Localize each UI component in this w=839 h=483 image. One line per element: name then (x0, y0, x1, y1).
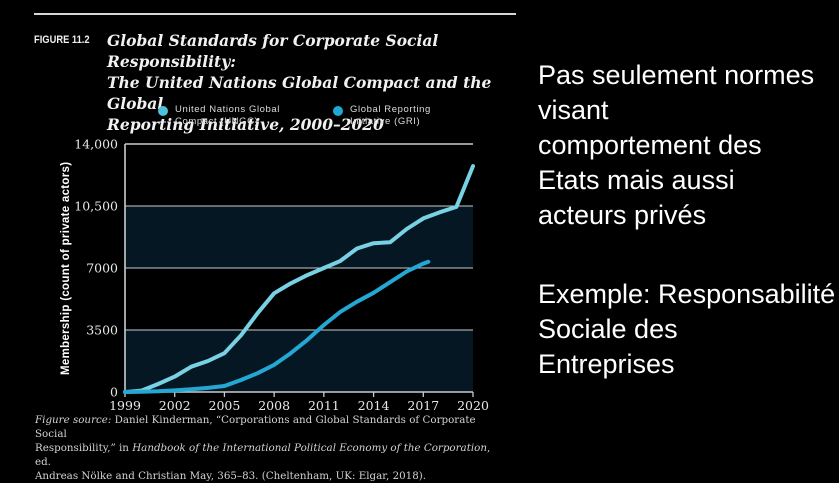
x-tick-label: 2014 (358, 398, 390, 413)
slide: { "figure": { "label": "FIGURE 11.2", "t… (34, 13, 838, 482)
ungc-line (123, 164, 475, 394)
source-line-1: Figure source: Daniel Kinderman, “Corpor… (35, 414, 476, 440)
slide-notes: Pas seulement normes visant comportement… (538, 58, 838, 382)
notes-paragraph-gap (538, 233, 838, 277)
membership-chart: 1999 2002 2005 2008 2011 2014 2017 2020 0 3500 700… (74, 137, 489, 414)
legend-item-ungc: United Nations Global Compact (UNGC) (158, 104, 280, 127)
ungc-legend-label: United Nations Global Compact (UNGC) (175, 104, 281, 127)
y-tick-label: 10,500 (74, 199, 118, 214)
gri-legend-dot-icon (333, 106, 343, 116)
gri-legend-label: Global Reporting Initiative (GRI) (350, 104, 431, 127)
x-tick-label: 2005 (209, 398, 241, 413)
y-axis-label: Membership (count of private actors) (60, 161, 72, 375)
notes-para-1: Pas seulement normes visant comportement… (538, 60, 815, 230)
figure-title-line-1: Global Standards for Corporate Social Re… (107, 31, 439, 71)
figure-title-line-2: The United Nations Global Compact and th… (107, 73, 492, 113)
x-tick-label: 2011 (308, 398, 340, 413)
gri-line (123, 259, 431, 394)
source-line-3: Andreas Nölke and Christian May, 365–83.… (35, 470, 427, 482)
chart-band (125, 330, 473, 392)
x-tick-label: 2002 (159, 398, 191, 413)
chart-band (125, 206, 473, 268)
x-tick-label: 2008 (258, 398, 290, 413)
ungc-legend-dot-icon (158, 106, 168, 116)
source-line-2: Responsibility,” in Handbook of the Inte… (35, 442, 491, 468)
legend-item-gri: Global Reporting Initiative (GRI) (333, 104, 431, 127)
figure-number-label: FIGURE 11.2 (34, 34, 90, 46)
x-tick-label: 2020 (457, 398, 489, 413)
y-tick-label: 7000 (86, 261, 118, 276)
x-tick-label: 1999 (109, 398, 141, 413)
y-tick-label: 0 (110, 385, 118, 400)
notes-para-2: Exemple: Responsabilité Sociale des Entr… (538, 279, 836, 379)
figure-source-note: Figure source: Daniel Kinderman, “Corpor… (35, 413, 505, 483)
header-rule (34, 13, 516, 15)
y-tick-label: 14,000 (74, 137, 118, 152)
figure-title-line-3: Reporting Initiative, 2000–2020 (107, 115, 384, 134)
x-tick-label: 2017 (407, 398, 439, 413)
figure-title: Global Standards for Corporate Social Re… (107, 30, 517, 135)
y-tick-label: 3500 (86, 323, 118, 338)
